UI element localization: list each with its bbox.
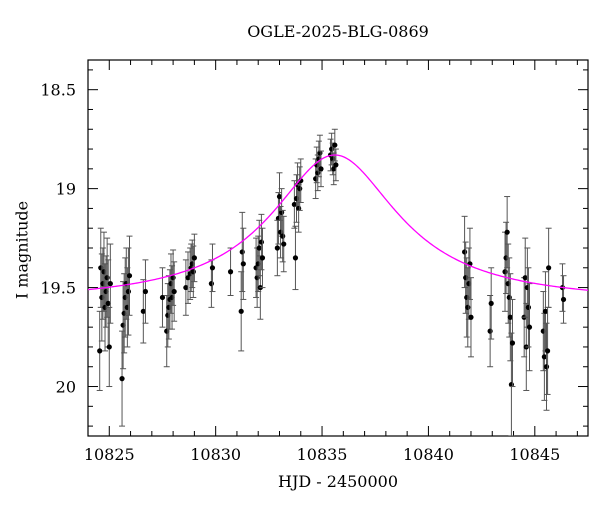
data-point xyxy=(465,304,471,310)
data-point xyxy=(291,201,297,208)
data-point xyxy=(191,255,197,261)
data-point xyxy=(543,364,550,370)
data-point xyxy=(526,324,533,330)
chart-title: OGLE-2025-BLG-0869 xyxy=(247,22,429,41)
x-tick-label: 10840 xyxy=(403,445,454,464)
y-tick-label: 19.5 xyxy=(40,279,76,298)
data-point xyxy=(171,288,177,295)
data-point xyxy=(107,281,113,287)
data-point xyxy=(259,255,266,261)
data-point xyxy=(159,294,166,301)
data-point xyxy=(208,281,215,287)
data-point xyxy=(292,255,299,261)
data-point xyxy=(209,265,216,271)
data-point xyxy=(488,300,494,307)
y-tick-label: 19 xyxy=(56,180,76,199)
data-point xyxy=(106,344,112,350)
data-point xyxy=(258,239,265,245)
data-point xyxy=(104,275,110,281)
data-point xyxy=(281,241,287,247)
data-point xyxy=(509,340,516,346)
data-point xyxy=(240,261,246,267)
data-point xyxy=(125,288,132,295)
data-point xyxy=(274,245,280,251)
data-point xyxy=(332,142,338,148)
data-point xyxy=(544,348,551,354)
data-point xyxy=(542,308,549,314)
x-tick-label: 10835 xyxy=(297,445,348,464)
data-point xyxy=(468,314,474,320)
data-point xyxy=(142,288,149,295)
model-curve xyxy=(88,154,588,291)
data-point xyxy=(331,166,337,172)
data-point xyxy=(119,376,125,382)
y-axis-label: I magnitude xyxy=(12,200,32,300)
x-axis-label: HJD - 2450000 xyxy=(277,472,399,491)
data-point xyxy=(227,269,234,275)
data-point xyxy=(256,245,262,251)
data-point xyxy=(504,229,510,235)
data-point xyxy=(502,269,508,275)
data-point xyxy=(487,328,493,334)
data-point xyxy=(546,265,552,271)
data-point xyxy=(185,275,191,281)
data-point xyxy=(97,348,103,354)
data-point xyxy=(105,300,111,307)
x-tick-label: 10825 xyxy=(84,445,135,464)
data-layer xyxy=(88,128,588,436)
data-point xyxy=(276,193,283,200)
x-tick-label: 10845 xyxy=(509,445,560,464)
data-point xyxy=(126,273,133,279)
x-tick-label: 10830 xyxy=(190,445,241,464)
y-tick-label: 20 xyxy=(56,378,76,397)
plot-frame xyxy=(87,59,589,437)
data-point xyxy=(541,354,547,360)
data-point xyxy=(525,304,532,310)
data-point xyxy=(280,233,286,239)
data-point xyxy=(560,296,567,303)
data-point xyxy=(522,275,528,281)
data-point xyxy=(318,166,324,172)
data-point xyxy=(140,308,146,314)
data-point xyxy=(333,162,339,168)
data-point xyxy=(190,269,196,275)
data-point xyxy=(183,284,189,291)
data-point xyxy=(297,186,303,192)
data-point xyxy=(461,249,468,255)
data-point xyxy=(507,314,513,320)
data-point xyxy=(238,308,244,314)
y-tick-label: 18.5 xyxy=(40,81,76,100)
data-point xyxy=(239,249,245,255)
